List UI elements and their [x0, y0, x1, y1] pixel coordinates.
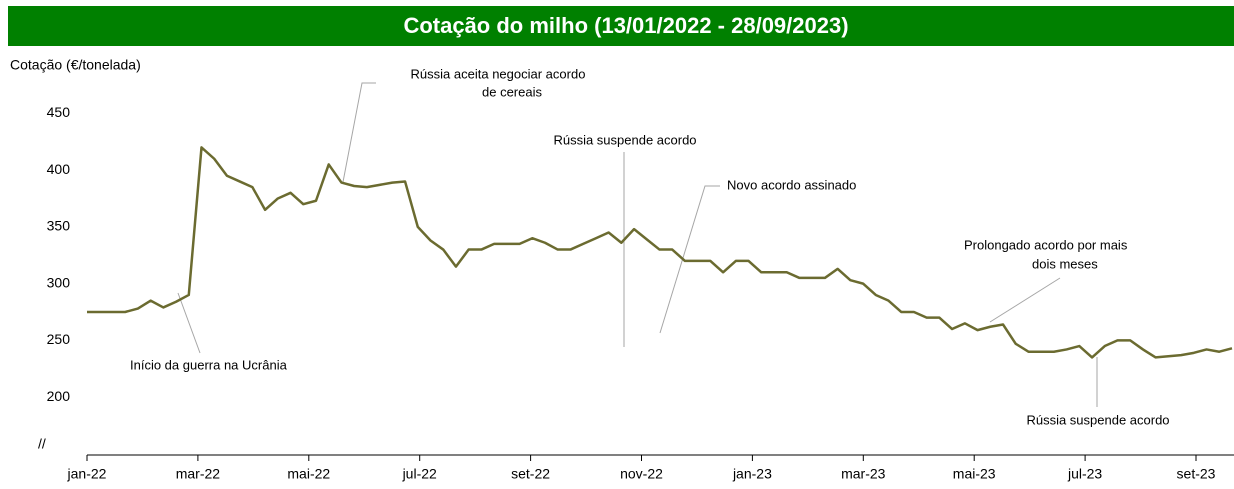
title-bar [8, 6, 1234, 46]
annotation: de cereais [482, 84, 542, 99]
annotation: Rússia suspende acordo [553, 132, 696, 147]
x-tick-label: mar-22 [176, 466, 221, 482]
x-tick-label: nov-22 [620, 466, 663, 482]
y-tick-label: 250 [47, 331, 71, 347]
y-tick-label: 200 [47, 388, 71, 404]
y-tick-label: 350 [47, 218, 71, 234]
x-tick-label: jan-22 [67, 466, 107, 482]
annotation: Rússia suspende acordo [1026, 412, 1169, 427]
chart-title: Cotação do milho (13/01/2022 - 28/09/202… [403, 13, 848, 38]
y-tick-label: 300 [47, 274, 71, 290]
x-tick-label: jul-23 [1067, 466, 1102, 482]
annotation: Prolongado acordo por mais [964, 237, 1128, 252]
axis-break: // [38, 436, 46, 452]
y-tick-label: 400 [47, 161, 71, 177]
y-tick-label: 450 [47, 104, 71, 120]
x-tick-label: mar-23 [841, 466, 886, 482]
y-axis-label: Cotação (€/tonelada) [10, 57, 141, 73]
leader-line [342, 82, 376, 183]
price-line [87, 146, 1233, 359]
x-tick-label: jul-22 [402, 466, 437, 482]
x-tick-label: set-23 [1177, 466, 1216, 482]
annotation: Novo acordo assinado [727, 177, 856, 192]
annotation: dois meses [1032, 256, 1098, 271]
x-tick-label: set-22 [511, 466, 550, 482]
leader-line [659, 185, 720, 334]
leader-line [177, 292, 201, 354]
annotation: Início da guerra na Ucrânia [130, 357, 288, 372]
annotation: Rússia aceita negociar acordo [411, 66, 586, 81]
x-tick-label: mai-23 [953, 466, 996, 482]
leader-line [989, 277, 1061, 323]
x-tick-label: mai-22 [287, 466, 330, 482]
x-tick-label: jan-23 [732, 466, 772, 482]
